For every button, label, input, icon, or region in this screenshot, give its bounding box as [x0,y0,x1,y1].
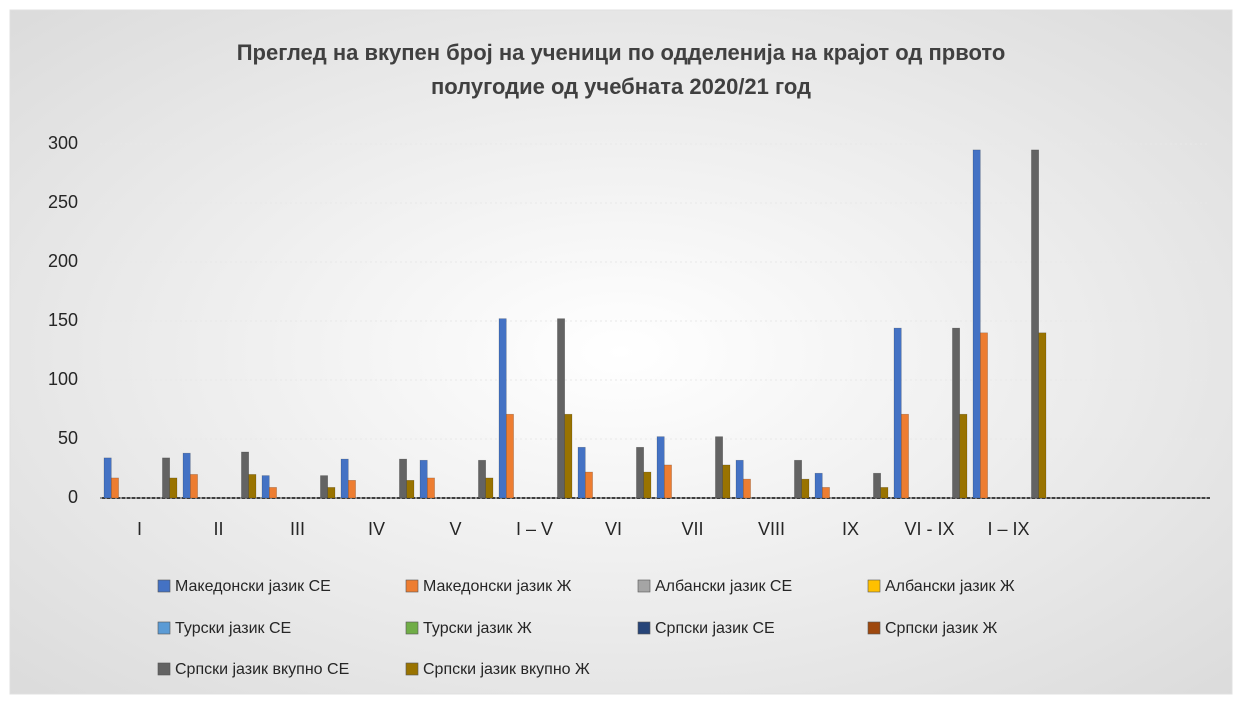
bar [1038,332,1047,499]
legend-swatch [867,579,881,593]
legend-swatch [637,579,651,593]
legend-label: Албански јазик Ж [885,578,1015,595]
bar [722,464,731,499]
bar [972,149,981,499]
bar [320,475,328,499]
bar [111,477,119,499]
bar [821,487,830,499]
bar [190,474,198,499]
legend-label: Српски јазик вкупно СЕ [175,661,349,678]
bar [248,474,257,499]
legend-label: Албански јазик СЕ [655,578,792,595]
bar [268,487,277,499]
y-tick-label: 250 [48,192,78,212]
y-tick-label: 300 [48,133,78,153]
bar [261,475,270,499]
legend-label: Српски јазик вкупно Ж [423,661,590,678]
legend-swatch [867,621,881,635]
x-tick-label: VII [681,519,703,539]
bar [478,459,486,499]
bar [557,318,566,499]
x-tick-label: VI - IX [904,519,954,539]
bar [327,487,336,499]
bar [636,446,645,499]
bar [979,332,988,499]
bar [399,458,407,499]
bar [485,477,494,499]
legend-label: Турски јазик Ж [423,620,532,637]
bar [959,413,968,499]
bar [241,451,249,499]
bar [103,457,112,499]
bar [182,452,191,499]
bar [169,477,178,499]
x-tick-label: IV [368,519,385,539]
legend-label: Македонски јазик Ж [423,578,572,595]
bar [340,458,349,499]
legend-swatch [157,621,171,635]
bar [794,459,803,499]
bar [564,413,573,499]
bar [584,471,593,499]
bar [162,457,170,499]
legend-swatch [405,579,419,593]
legend-label: Турски јазик СЕ [175,620,291,637]
bar [880,487,889,499]
y-tick-label: 200 [48,251,78,271]
bar [801,478,810,499]
bar [406,479,415,499]
chart-subtitle: полугодие од учебната 2020/21 год [431,74,811,99]
x-tick-label: II [213,519,223,539]
bar [505,413,514,499]
legend-swatch [157,662,171,676]
legend-swatch [637,621,651,635]
legend-swatch [157,579,171,593]
bar [735,459,744,499]
legend-label: Македонски јазик СЕ [175,578,331,595]
x-tick-label: VIII [758,519,785,539]
x-tick-label: I – IX [987,519,1029,539]
x-tick-label: I [137,519,142,539]
bar [347,479,356,499]
y-tick-label: 50 [58,428,78,448]
y-tick-label: 100 [48,369,78,389]
x-tick-label: I – V [516,519,553,539]
bar [893,327,902,499]
bar [715,436,724,499]
y-tick-label: 0 [68,487,78,507]
chart-background [9,9,1233,695]
bar [900,413,909,499]
bar [426,477,435,499]
bar [419,459,428,499]
x-tick-label: IX [842,519,859,539]
bar [498,318,507,499]
legend-label: Српски јазик Ж [885,620,997,637]
bar [1031,149,1040,499]
bar [656,436,665,499]
bar [742,478,751,499]
x-tick-label: VI [605,519,622,539]
legend-swatch [405,662,419,676]
bar [873,472,882,499]
legend-label: Српски јазик СЕ [655,620,775,637]
bar [814,472,823,499]
bar [663,464,672,499]
x-tick-label: III [290,519,305,539]
bar [952,327,961,499]
bar [643,471,652,499]
bar [577,446,586,499]
y-tick-label: 150 [48,310,78,330]
x-tick-label: V [449,519,461,539]
chart-title: Преглед на вкупен број на ученици по одд… [237,40,1006,65]
legend-swatch [405,621,419,635]
